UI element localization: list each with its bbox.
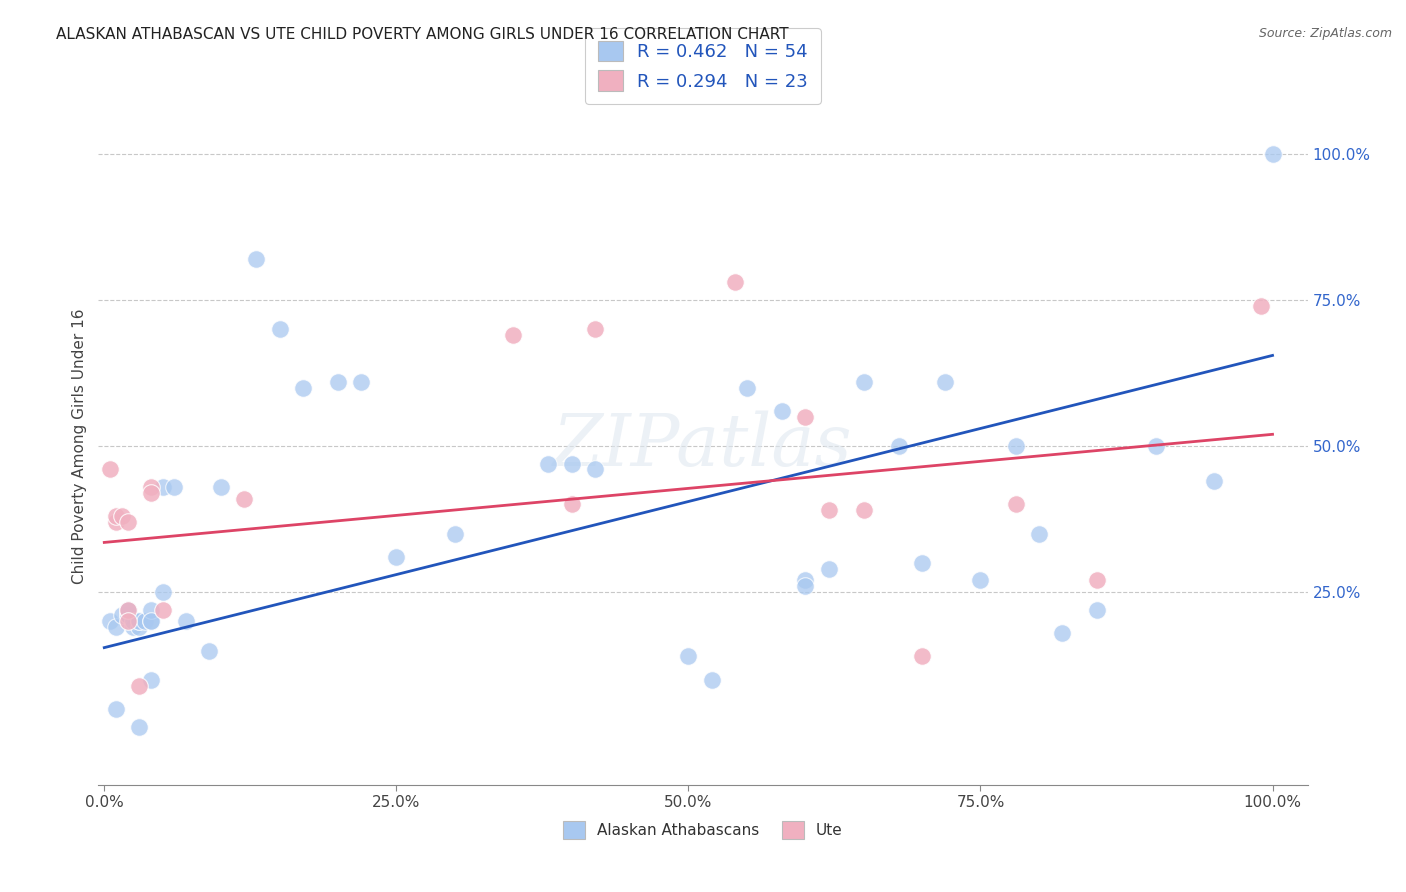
Point	[139, 615, 162, 629]
Point	[735, 380, 758, 394]
Point	[104, 515, 127, 529]
Text: ALASKAN ATHABASCAN VS UTE CHILD POVERTY AMONG GIRLS UNDER 16 CORRELATION CHART: ALASKAN ATHABASCAN VS UTE CHILD POVERTY …	[56, 27, 789, 42]
Point	[291, 380, 314, 394]
Text: Source: ZipAtlas.com: Source: ZipAtlas.com	[1258, 27, 1392, 40]
Point	[139, 673, 162, 687]
Point	[443, 526, 465, 541]
Point	[111, 608, 134, 623]
Point	[174, 615, 197, 629]
Point	[117, 608, 139, 623]
Point	[1028, 526, 1050, 541]
Point	[969, 574, 991, 588]
Point	[134, 615, 156, 629]
Point	[163, 480, 186, 494]
Point	[117, 515, 139, 529]
Point	[852, 375, 875, 389]
Point	[561, 498, 583, 512]
Point	[1204, 474, 1226, 488]
Point	[111, 509, 134, 524]
Point	[117, 602, 139, 616]
Point	[98, 462, 121, 476]
Point	[1085, 574, 1108, 588]
Point	[104, 509, 127, 524]
Point	[139, 615, 162, 629]
Point	[326, 375, 349, 389]
Point	[794, 579, 817, 593]
Point	[117, 608, 139, 623]
Point	[794, 574, 817, 588]
Point	[561, 457, 583, 471]
Point	[1085, 602, 1108, 616]
Point	[128, 615, 150, 629]
Point	[852, 503, 875, 517]
Point	[152, 602, 174, 616]
Point	[934, 375, 956, 389]
Point	[117, 602, 139, 616]
Point	[1144, 439, 1167, 453]
Point	[104, 620, 127, 634]
Point	[198, 643, 221, 657]
Point	[139, 485, 162, 500]
Point	[152, 585, 174, 599]
Point	[122, 620, 145, 634]
Point	[817, 503, 839, 517]
Text: ZIPatlas: ZIPatlas	[553, 410, 853, 482]
Point	[139, 480, 162, 494]
Point	[537, 457, 560, 471]
Point	[139, 602, 162, 616]
Point	[117, 615, 139, 629]
Point	[1004, 498, 1026, 512]
Point	[122, 615, 145, 629]
Point	[911, 556, 934, 570]
Point	[128, 620, 150, 634]
Point	[98, 615, 121, 629]
Point	[911, 649, 934, 664]
Point	[233, 491, 256, 506]
Point	[152, 480, 174, 494]
Point	[128, 679, 150, 693]
Point	[128, 719, 150, 733]
Point	[128, 615, 150, 629]
Point	[1052, 626, 1074, 640]
Point	[770, 404, 793, 418]
Y-axis label: Child Poverty Among Girls Under 16: Child Poverty Among Girls Under 16	[72, 309, 87, 583]
Point	[583, 322, 606, 336]
Point	[385, 549, 408, 564]
Point	[245, 252, 267, 266]
Point	[269, 322, 291, 336]
Point	[887, 439, 910, 453]
Point	[502, 328, 524, 343]
Point	[678, 649, 700, 664]
Point	[1004, 439, 1026, 453]
Legend: Alaskan Athabascans, Ute: Alaskan Athabascans, Ute	[557, 815, 849, 845]
Point	[794, 409, 817, 424]
Point	[350, 375, 373, 389]
Point	[583, 462, 606, 476]
Point	[209, 480, 232, 494]
Point	[1261, 146, 1284, 161]
Point	[117, 602, 139, 616]
Point	[817, 562, 839, 576]
Point	[104, 702, 127, 716]
Point	[724, 276, 747, 290]
Point	[700, 673, 723, 687]
Point	[1250, 299, 1272, 313]
